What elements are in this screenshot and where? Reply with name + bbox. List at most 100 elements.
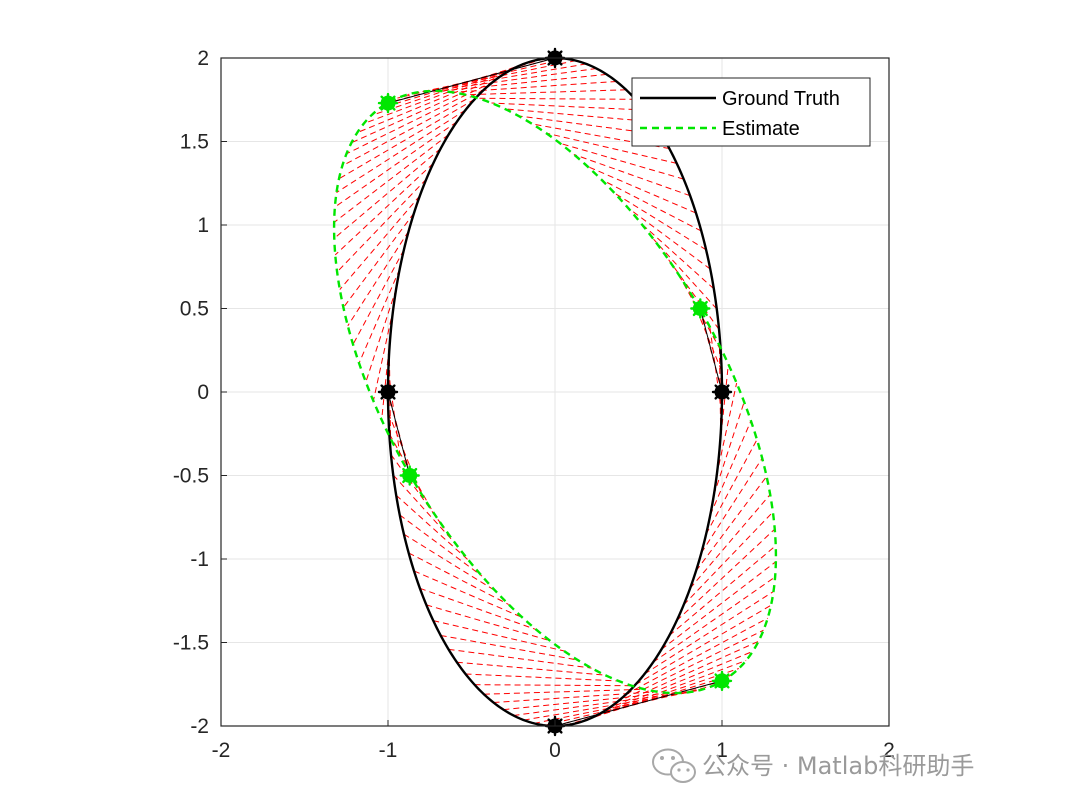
residual-line: [333, 148, 442, 239]
residual-line: [575, 668, 739, 724]
residual-line: [336, 109, 466, 193]
residual-line: [635, 604, 772, 686]
residual-line: [334, 162, 434, 256]
residual-line: [371, 60, 535, 116]
ground-truth-marker: [377, 381, 399, 403]
residual-line: [395, 494, 470, 562]
residual-line: [357, 68, 514, 134]
residual-line: [333, 134, 449, 223]
grid: [220, 57, 890, 727]
residual-line: [713, 401, 745, 496]
residual-line: [429, 67, 597, 92]
y-tick-label: 2: [197, 47, 209, 70]
marker-connector: [387, 391, 411, 476]
legend: Ground Truth Estimate: [631, 77, 871, 147]
marker-connector: [387, 57, 556, 104]
residual-line: [358, 268, 401, 364]
residual-line: [352, 249, 405, 345]
residual-line: [573, 153, 691, 197]
residual-line: [700, 457, 763, 554]
residual-line: [716, 382, 738, 476]
residual-line: [342, 89, 485, 167]
residual-line: [474, 684, 632, 687]
residual-line: [343, 212, 415, 308]
residual-line: [403, 533, 496, 592]
residual-line: [452, 80, 617, 93]
residual-line: [351, 73, 504, 144]
residual-line: [683, 511, 774, 606]
residual-line: [408, 552, 509, 605]
residual-line: [334, 121, 458, 208]
residual-line: [440, 634, 578, 661]
residual-line: [372, 308, 394, 402]
residual-line: [347, 230, 410, 327]
residual-line: [709, 420, 752, 516]
estimate-marker: [711, 670, 733, 692]
y-tick-label: 1: [197, 214, 209, 237]
residual-line: [586, 660, 747, 721]
x-tick-label: 1: [716, 739, 728, 762]
estimate-marker: [377, 92, 399, 114]
residual-line: [644, 591, 774, 675]
residual-line: [668, 545, 777, 636]
residual-line: [440, 73, 607, 92]
residual-line: [616, 629, 764, 703]
residual-line: [419, 587, 537, 631]
residual-line: [465, 89, 627, 96]
residual-line: [513, 692, 681, 717]
marker-connector: [554, 680, 723, 727]
watermark: 公众号 · Matlab科研助手: [652, 748, 974, 783]
residual-line: [483, 688, 645, 695]
residual-line: [627, 207, 711, 270]
residual-line: [392, 474, 457, 546]
residual-line: [587, 166, 697, 214]
residual-line: [661, 561, 777, 650]
residual-line: [465, 673, 619, 682]
x-tick-label: 2: [883, 739, 895, 762]
residual-line: [544, 685, 713, 726]
residual-line: [503, 692, 670, 711]
marker-connector: [699, 308, 723, 393]
residual-line: [339, 195, 421, 290]
y-tick-label: -0.5: [173, 465, 209, 488]
y-tick-label: 1.5: [180, 131, 209, 154]
legend-label-estimate: Estimate: [722, 118, 800, 140]
residual-line: [478, 97, 636, 100]
y-tick-label: 0: [197, 381, 209, 404]
residual-line: [433, 620, 565, 652]
legend-box: [631, 77, 871, 147]
estimate-marker: [690, 298, 711, 319]
y-tick-label: -1: [190, 548, 209, 571]
residual-line: [456, 661, 606, 676]
y-tick-label: -2: [190, 715, 209, 738]
residual-line: [448, 648, 592, 669]
ground-truth-marker: [711, 381, 733, 403]
estimate-marker: [399, 465, 420, 486]
residual-line: [338, 98, 475, 180]
residual-line: [601, 179, 702, 232]
residual-line: [379, 58, 545, 110]
residual-line: [705, 439, 758, 535]
x-tick-label: -1: [379, 739, 398, 762]
residual-line: [399, 514, 483, 577]
residual-line: [625, 617, 768, 695]
residual-line: [413, 570, 523, 618]
y-axis-ticks: 2 1.5 1 0.5 0 -0.5 -1 -1.5 -2: [173, 47, 227, 738]
residual-line: [365, 288, 397, 383]
wechat-icon: [652, 748, 696, 783]
residual-line: [363, 63, 524, 124]
residual-line: [426, 604, 551, 642]
residual-line: [614, 192, 707, 251]
residual-line: [565, 674, 731, 726]
residual-line: [652, 576, 776, 663]
watermark-text: 公众号 · Matlab科研助手: [702, 752, 974, 780]
residual-line: [689, 494, 771, 589]
x-axis-ticks: -2 -1 0 1 2: [212, 720, 895, 762]
residual-line: [504, 108, 654, 123]
residual-line: [606, 640, 759, 711]
residual-line: [346, 81, 494, 155]
y-tick-label: -1.5: [173, 632, 209, 655]
y-tick-label: 0.5: [180, 298, 209, 321]
x-tick-label: 0: [549, 739, 561, 762]
